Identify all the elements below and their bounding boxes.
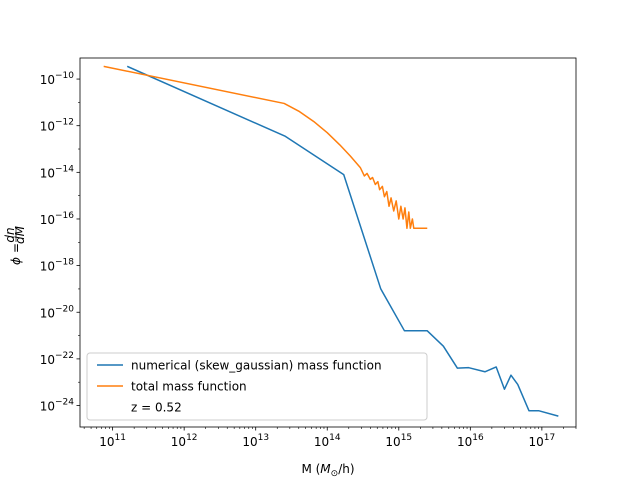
y-tick-label-1: 10−12 xyxy=(40,118,74,134)
x-tick-label-4: 1015 xyxy=(385,433,412,449)
y-axis-label: ϕ = dn dM xyxy=(3,225,27,265)
y-tick-label-6: 10−22 xyxy=(40,351,74,367)
legend-box xyxy=(86,352,428,421)
legend-label-redshift: z = 0.52 xyxy=(131,401,182,415)
x-tick-label-2: 1013 xyxy=(242,433,269,449)
y-tick-label-4: 10−18 xyxy=(40,258,75,274)
legend-label-numerical: numerical (skew_gaussian) mass function xyxy=(131,359,382,373)
y-tick-label-7: 10−24 xyxy=(40,398,75,414)
y-axis-label-phi: ϕ xyxy=(9,257,23,265)
y-tick-label-3: 10−16 xyxy=(40,211,75,227)
legend-label-total: total mass function xyxy=(131,380,247,394)
legend: numerical (skew_gaussian) mass function … xyxy=(86,352,428,421)
x-tick-label-1: 1012 xyxy=(171,433,198,449)
series-layer xyxy=(103,65,559,417)
series-line-0 xyxy=(126,65,559,417)
x-tick-label-6: 1017 xyxy=(528,433,555,449)
series-line-1 xyxy=(103,65,428,229)
y-axis-ticks: 10−10 10−12 10−14 10−16 10−18 10−20 10−22 10−24 xyxy=(40,71,80,414)
y-tick-label-5: 10−20 xyxy=(40,304,75,320)
x-axis-ticks: 1011 1012 1013 1014 1015 1016 1017 xyxy=(83,427,577,449)
x-tick-label-0: 1011 xyxy=(99,433,126,449)
y-tick-label-2: 10−14 xyxy=(40,164,75,180)
x-tick-label-3: 1014 xyxy=(314,433,341,449)
x-axis-label: M (M⊙/h) xyxy=(301,462,354,479)
x-tick-label-5: 1016 xyxy=(457,433,484,449)
y-tick-label-0: 10−10 xyxy=(40,71,75,87)
y-axis-label-equals: = xyxy=(9,243,23,253)
y-axis-label-denominator: dM xyxy=(13,225,27,244)
y-axis-label-numerator: dn xyxy=(3,227,17,242)
